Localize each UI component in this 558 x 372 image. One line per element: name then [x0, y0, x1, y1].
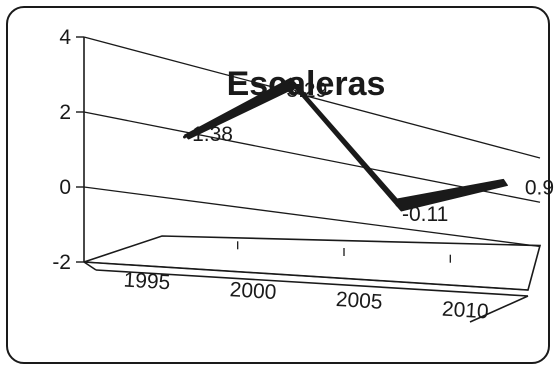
floor-right-edge: [469, 295, 529, 323]
series-ribbon: [183, 77, 508, 212]
gridline-y-3: [83, 261, 529, 291]
series-point-3: [501, 180, 505, 184]
floor-front-edge: [83, 261, 97, 271]
data-label-2: -0.11: [402, 203, 448, 226]
floor-bottom-edge: [95, 269, 529, 297]
y-tick-label-3: -2: [52, 251, 71, 274]
gridlines: [83, 36, 542, 291]
y-tick-label-0: 4: [59, 26, 71, 49]
labels-layer: 4 2 0 -2 1995 2000 2005 2010 1.38 3.29 -0.11 0.9: [52, 26, 554, 323]
series-point-1: [289, 81, 293, 85]
data-label-1: 3.29: [286, 79, 327, 102]
data-label-0: 1.38: [192, 123, 233, 146]
axes: [76, 36, 529, 323]
x-tick-label-3: 2010: [441, 298, 489, 324]
chart-title: Escaleras: [227, 65, 386, 103]
series-line: [184, 77, 508, 212]
chart-frame: [6, 6, 550, 364]
series-point-0: [183, 135, 187, 139]
x-tick-label-1: 2000: [229, 278, 277, 304]
x-tick-label-0: 1995: [123, 269, 171, 295]
data-label-3: 0.9: [525, 176, 554, 199]
series-point-2: [395, 203, 399, 207]
gridline-y-2: [83, 186, 541, 248]
y-tick-label-2: 0: [59, 176, 71, 199]
y-tick-label-1: 2: [59, 101, 71, 124]
x-tick-label-2: 2005: [335, 288, 383, 314]
gridline-y-0: [83, 36, 541, 159]
